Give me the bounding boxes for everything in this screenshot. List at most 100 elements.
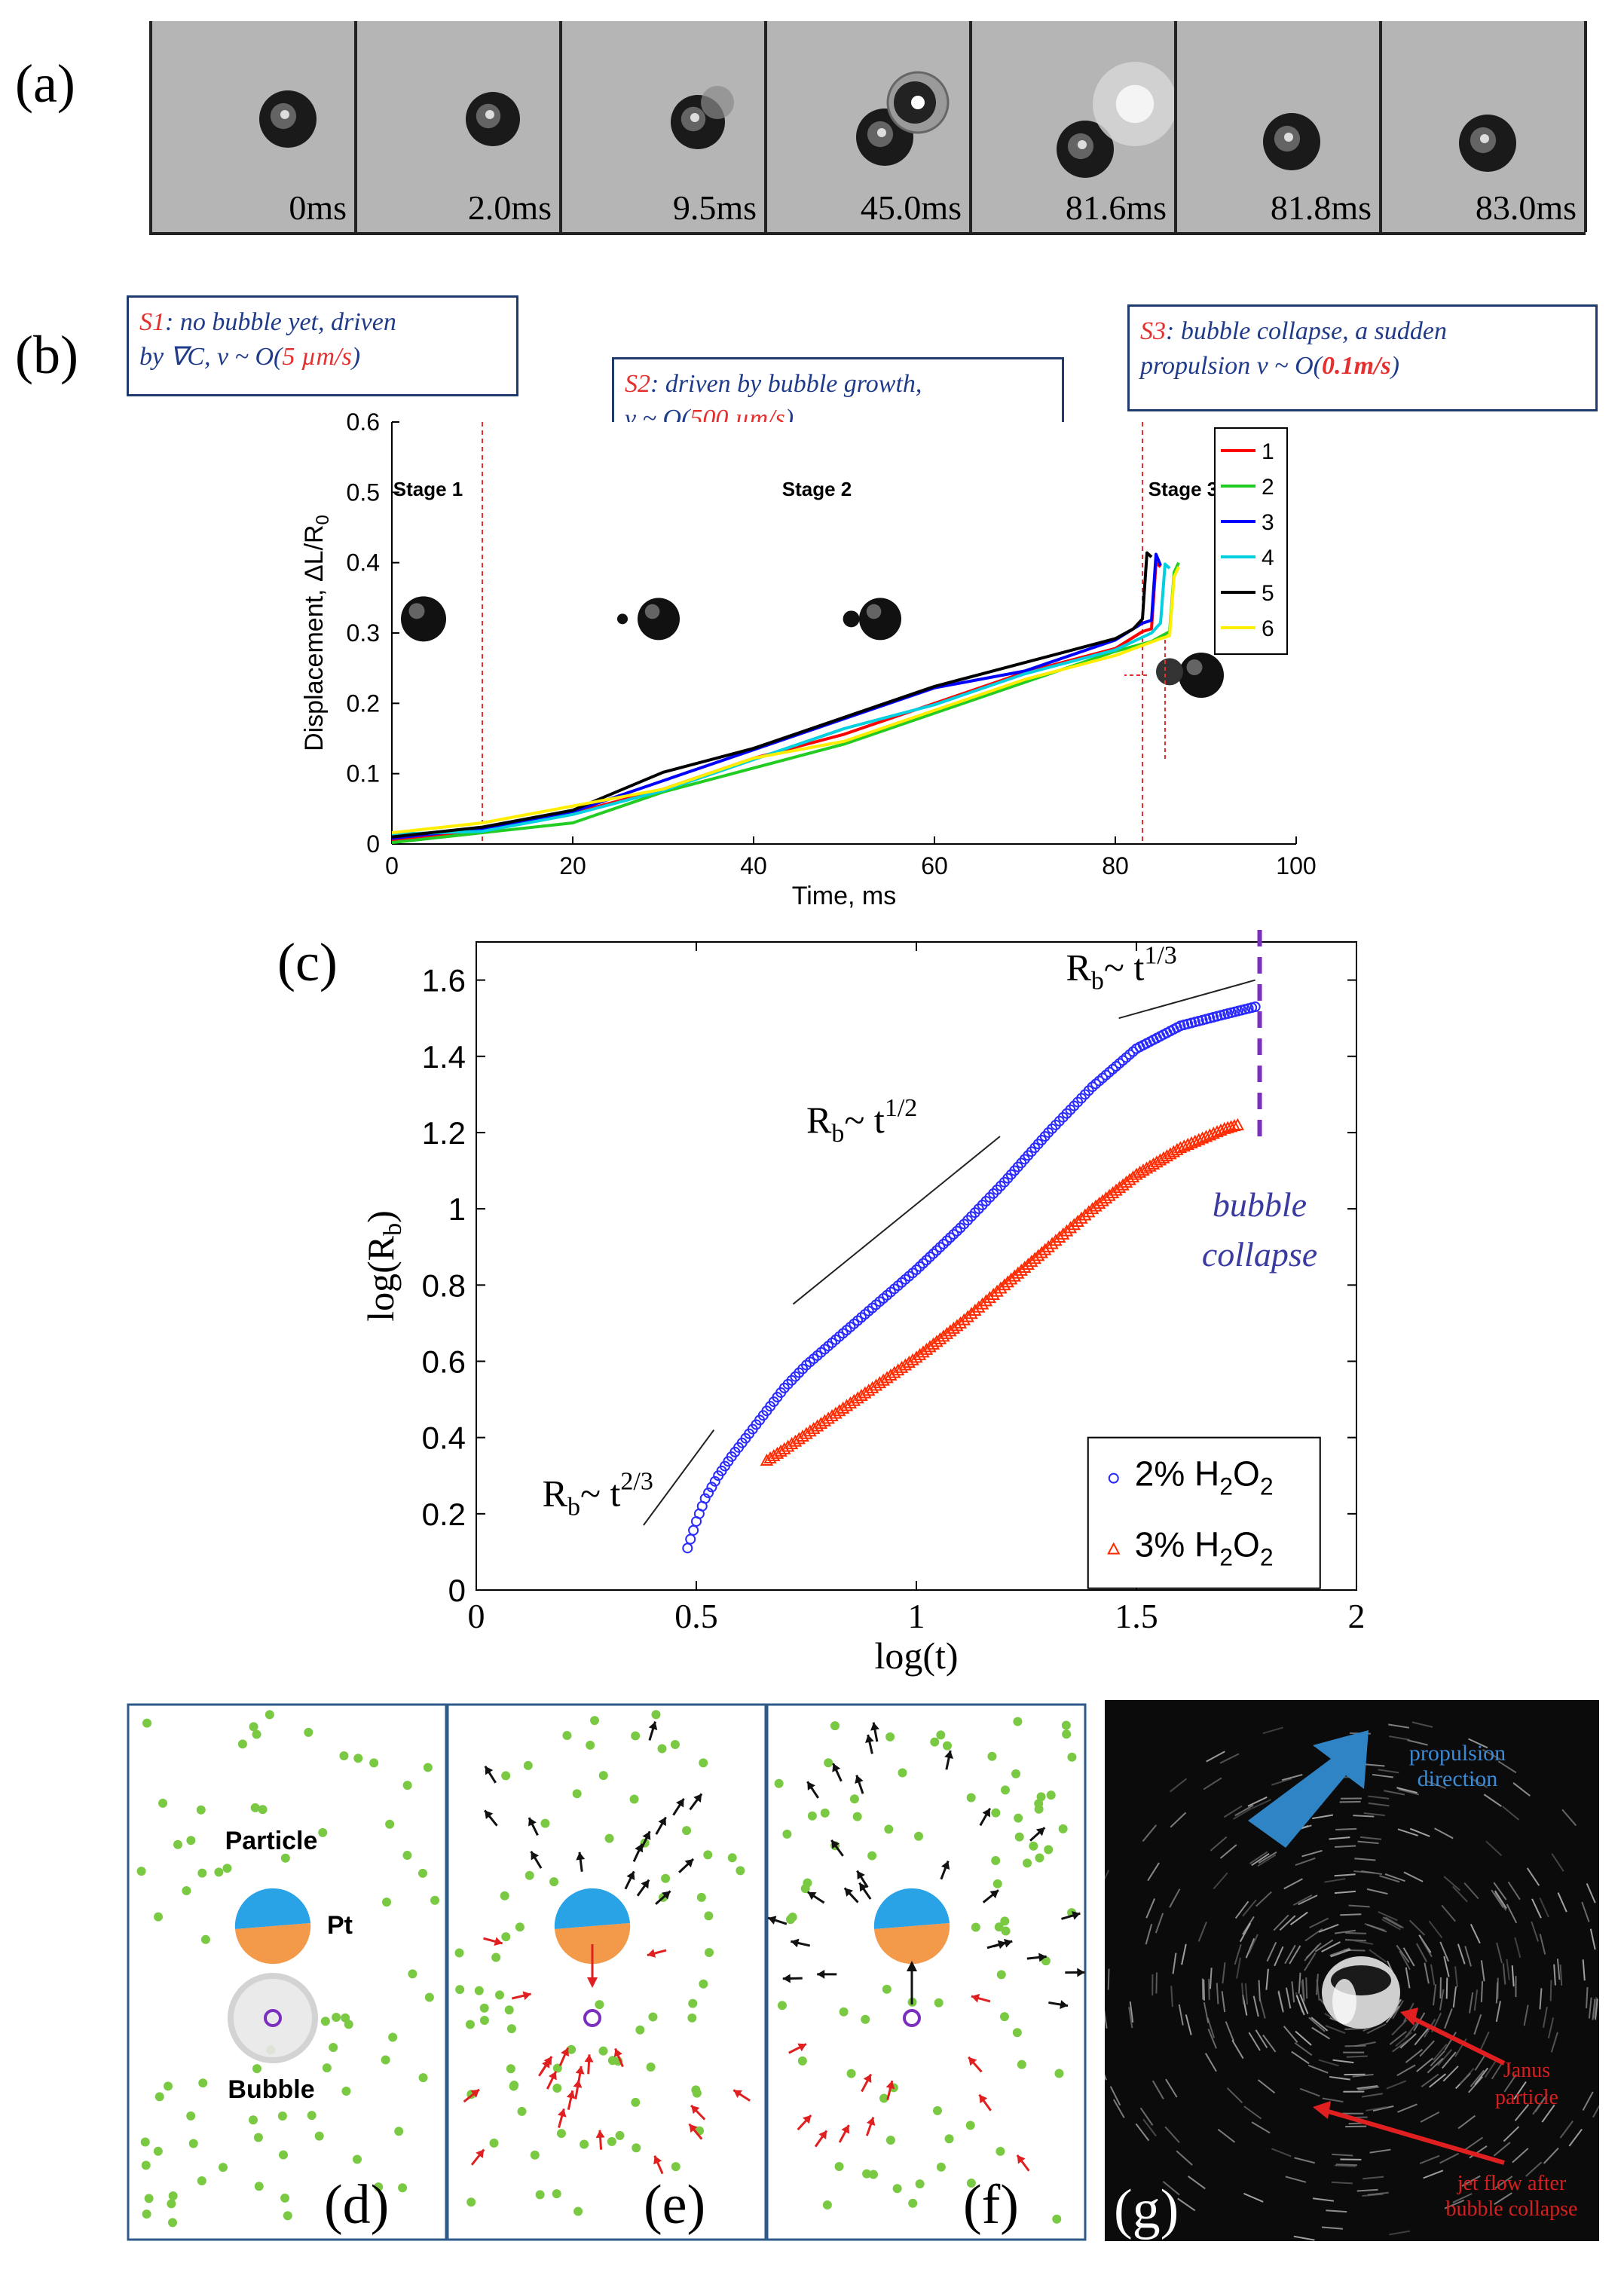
tracer-streak bbox=[1257, 2079, 1276, 2094]
fluid-tracer bbox=[248, 2115, 258, 2125]
fluid-tracer bbox=[965, 2121, 975, 2130]
fluid-tracer bbox=[398, 2183, 408, 2193]
fluid-tracer bbox=[418, 2073, 428, 2083]
particle-spot bbox=[690, 113, 699, 122]
tracer-streak bbox=[1388, 1723, 1410, 1729]
flow-arrowhead bbox=[641, 1879, 650, 1889]
series-2pct-marker bbox=[944, 1232, 956, 1243]
tracer-streak bbox=[1353, 1815, 1375, 1818]
fluid-tracer bbox=[153, 2146, 163, 2156]
fluid-tracer bbox=[1062, 1729, 1072, 1739]
janus-top-half bbox=[873, 1888, 950, 1929]
fluid-tracer bbox=[699, 1979, 708, 1989]
tracer-streak bbox=[1463, 1882, 1479, 1900]
fluid-tracer bbox=[222, 1864, 232, 1873]
tracer-streak bbox=[1354, 2041, 1376, 2047]
fluid-tracer bbox=[474, 1986, 484, 1995]
series-3pct-marker bbox=[994, 1281, 1008, 1294]
tracer-streak bbox=[1592, 1998, 1596, 2020]
tracer-streak bbox=[1209, 1968, 1213, 1989]
series-3pct-marker bbox=[990, 1284, 1004, 1297]
scaling-rel: ~ t bbox=[580, 1472, 621, 1515]
fluid-tracer bbox=[423, 1763, 433, 1772]
fluid-tracer bbox=[455, 1985, 465, 1995]
tracer-streak bbox=[1283, 1878, 1303, 1890]
tracer-streak bbox=[1219, 1844, 1237, 1859]
tracer-streak bbox=[1321, 2226, 1344, 2230]
bubble-center bbox=[264, 2009, 282, 2027]
panel-letter-d: (d) bbox=[324, 2174, 389, 2236]
fluid-tracer bbox=[339, 1751, 349, 1760]
fluid-tracer bbox=[515, 1922, 525, 1932]
legend-label-1: 1 bbox=[1262, 439, 1274, 464]
fluid-tracer bbox=[867, 1851, 877, 1861]
tracer-streak bbox=[1439, 1941, 1450, 1962]
tracer-streak bbox=[1294, 2041, 1313, 2056]
tracer-streak bbox=[1411, 1721, 1433, 1728]
tracer-streak bbox=[1363, 1812, 1385, 1817]
legend-label-4: 4 bbox=[1262, 546, 1274, 570]
fluid-tracer bbox=[197, 2176, 206, 2186]
fluid-tracer bbox=[252, 2064, 261, 2074]
flow-arrowhead bbox=[494, 1937, 503, 1946]
flow-arrowhead bbox=[797, 2043, 806, 2052]
x-tick-label: 40 bbox=[740, 852, 767, 879]
series-3pct-marker bbox=[1053, 1230, 1066, 1243]
propulsion-label-1: propulsion bbox=[1409, 1741, 1506, 1766]
fluid-tracer bbox=[992, 1879, 1002, 1888]
tracer-streak bbox=[1444, 2032, 1457, 2050]
fluid-tracer bbox=[200, 1934, 210, 1944]
fluid-tracer bbox=[687, 2013, 697, 2023]
tracer-streak bbox=[1389, 2230, 1411, 2236]
tracer-streak bbox=[1128, 2007, 1133, 2029]
scaling-base: R bbox=[806, 1099, 832, 1141]
flow-arrowhead bbox=[807, 1891, 817, 1901]
fluid-tracer bbox=[154, 2092, 164, 2102]
s3-close: ) bbox=[1390, 352, 1399, 380]
y-tick-label: 0.2 bbox=[422, 1497, 466, 1532]
series-3pct-marker bbox=[1075, 1211, 1088, 1224]
fluid-tracer bbox=[991, 1856, 1001, 1866]
legend-mid: O bbox=[1233, 1454, 1260, 1494]
fluid-tracer bbox=[595, 2000, 604, 2010]
tracer-streak bbox=[1248, 2032, 1261, 2051]
y-tick-label: 0 bbox=[448, 1573, 466, 1608]
fluid-tracer bbox=[141, 2160, 151, 2170]
annotation-s1: S1: no bubble yet, driven by ∇C, v ~ O(5… bbox=[127, 295, 518, 396]
frame-2: 2.0ms bbox=[357, 21, 562, 232]
fluid-tracer bbox=[314, 2131, 324, 2141]
fluid-tracer bbox=[1035, 1853, 1044, 1863]
fluid-tracer bbox=[1044, 1845, 1054, 1855]
x-axis-label: log(t) bbox=[874, 1634, 958, 1677]
x-tick-label: 60 bbox=[921, 852, 948, 879]
fluid-tracer bbox=[996, 2146, 1005, 2156]
tracer-streak bbox=[1525, 2161, 1543, 2177]
tracer-streak bbox=[1416, 2057, 1433, 2072]
fluid-tracer bbox=[807, 1811, 817, 1821]
flow-arrowhead bbox=[803, 2115, 812, 2124]
fluid-tracer bbox=[604, 1833, 614, 1843]
tracer-streak bbox=[1372, 1773, 1393, 1778]
y-tick-label: 1.2 bbox=[422, 1115, 466, 1151]
tracer-streak bbox=[1592, 2104, 1599, 2118]
tracer-streak bbox=[1405, 1967, 1411, 1989]
series-2pct-marker bbox=[1121, 1052, 1132, 1063]
frame-7: 83.0ms bbox=[1382, 21, 1587, 232]
series-3pct-marker bbox=[968, 1303, 982, 1316]
tracer-streak bbox=[1494, 2192, 1512, 2206]
tracer-streak bbox=[1295, 2030, 1312, 2046]
tracer-streak bbox=[1497, 1760, 1517, 1774]
y-tick-label: 1.6 bbox=[422, 963, 466, 998]
tracer-streak bbox=[1426, 1780, 1447, 1790]
frame-time: 45.0ms bbox=[860, 188, 962, 227]
series-3pct-marker bbox=[983, 1291, 997, 1304]
x-tick-label: 0 bbox=[468, 1597, 485, 1635]
tracer-streak bbox=[1547, 2017, 1555, 2038]
fluid-tracer bbox=[494, 1990, 504, 2000]
s3-value: 0.1m/s bbox=[1321, 352, 1391, 380]
stage-label-1: Stage 1 bbox=[393, 478, 463, 500]
tracer-streak bbox=[1430, 2050, 1446, 2067]
tracer-streak bbox=[1210, 1836, 1228, 1852]
janus-particle-shine bbox=[1332, 1979, 1356, 2024]
tracer-streak bbox=[1295, 1857, 1316, 1867]
